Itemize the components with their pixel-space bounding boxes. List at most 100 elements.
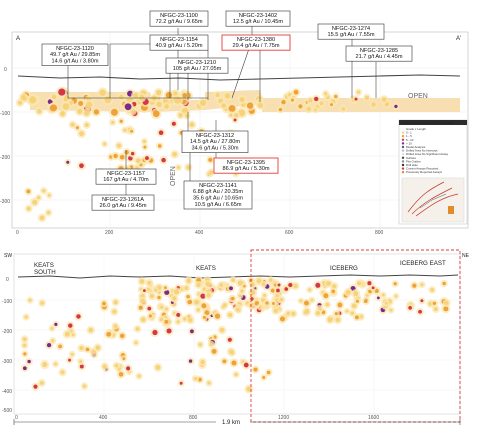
intercept-dot: [51, 339, 55, 343]
intercept-dot: [393, 282, 397, 286]
intercept-dot: [227, 337, 232, 342]
intercept-dot: [221, 103, 226, 108]
intercept-dot: [200, 293, 206, 299]
intercept-dot: [196, 308, 200, 312]
intercept-dot: [442, 281, 446, 286]
intercept-dot: [430, 287, 435, 292]
intercept-dot: [184, 286, 189, 291]
intercept-dot: [408, 306, 412, 310]
intercept-dot: [229, 286, 233, 291]
intercept-dot: [70, 352, 74, 356]
intercept-dot: [194, 299, 199, 305]
intercept-dot: [234, 113, 239, 118]
intercept-dot: [140, 317, 146, 322]
intercept-dot: [186, 294, 190, 299]
intercept-dot: [33, 384, 38, 389]
intercept-dot: [288, 282, 293, 288]
intercept-dot: [79, 163, 84, 169]
callout-line: 29.4 g/t Au / 7.75m: [233, 43, 280, 49]
lower-dist-400: 400: [99, 415, 108, 421]
intercept-dot: [85, 101, 93, 109]
intercept-dot: [273, 308, 278, 314]
intercept-dot: [142, 289, 146, 292]
intercept-dot: [157, 144, 162, 148]
callout-line: 167 g/t Au / 4.70m: [103, 177, 149, 183]
legend-item: > 10: [406, 141, 412, 145]
intercept-dot: [353, 291, 359, 297]
open-label-right: OPEN: [408, 93, 428, 100]
intercept-dot: [433, 307, 438, 312]
lower-dist-0: 0: [15, 415, 18, 421]
intercept-dot: [152, 329, 158, 336]
intercept-dot: [385, 301, 388, 305]
intercept-dot: [306, 106, 312, 112]
callout-line: 26.0 g/t Au / 9.45m: [100, 203, 147, 209]
intercept-dot: [418, 309, 422, 314]
intercept-dot: [160, 305, 164, 309]
intercept-dot: [51, 94, 57, 100]
intercept-dot: [46, 342, 52, 348]
intercept-dot: [145, 156, 149, 160]
intercept-dot: [298, 104, 303, 109]
legend-item: Model Analysis: [406, 145, 426, 149]
intercept-dot: [234, 372, 238, 377]
callout-line: 21.7 g/t Au / 4.45m: [356, 54, 403, 60]
intercept-dot: [341, 107, 346, 111]
intercept-dot: [205, 281, 211, 287]
intercept-dot: [188, 359, 193, 363]
intercept-dot: [200, 359, 205, 364]
intercept-dot: [62, 103, 70, 110]
lower-depth-100: -100: [2, 299, 12, 305]
intercept-dot: [95, 345, 101, 351]
callout-line: 15.5 g/t Au / 7.55m: [328, 32, 375, 38]
intercept-dot: [368, 289, 372, 294]
lower-depth-300: -300: [2, 359, 12, 365]
intercept-dot: [158, 130, 164, 136]
intercept-dot: [315, 311, 321, 316]
intercept-dot: [58, 344, 63, 349]
intercept-dot: [262, 375, 266, 379]
intercept-dot: [155, 364, 161, 370]
intercept-dot: [246, 102, 254, 109]
intercept-dot: [79, 131, 85, 137]
intercept-dot: [209, 342, 213, 347]
intercept-dot: [201, 303, 207, 309]
intercept-dot: [354, 315, 359, 320]
intercept-dot: [313, 108, 317, 112]
intercept-dot: [66, 160, 70, 164]
intercept-dot: [261, 282, 265, 286]
intercept-dot: [88, 327, 94, 333]
legend-item: Surface: [406, 156, 416, 160]
depth-tick-200: -200: [0, 155, 10, 161]
intercept-dot: [256, 278, 262, 284]
intercept-dot: [186, 165, 191, 170]
intercept-dot: [278, 107, 283, 112]
distance-tick-600: 600: [285, 230, 294, 236]
legend-item: Pits Outline: [406, 159, 421, 163]
intercept-dot: [102, 301, 106, 306]
intercept-dot: [39, 380, 44, 385]
intercept-dot: [84, 123, 89, 128]
intercept-dot: [224, 93, 231, 99]
intercept-dot: [351, 303, 357, 309]
legend-swatch: [401, 163, 405, 167]
intercept-dot: [76, 314, 81, 319]
intercept-dot: [20, 94, 27, 101]
intercept-dot: [443, 306, 449, 312]
callout-line: 34.6 g/t Au / 5.30m: [192, 146, 239, 152]
intercept-dot: [281, 99, 286, 105]
legend-item: 0 - 1: [406, 131, 412, 135]
intercept-dot: [308, 98, 313, 103]
intercept-dot: [308, 288, 312, 292]
intercept-dot: [183, 317, 187, 321]
intercept-dot: [389, 308, 393, 312]
intercept-dot: [222, 359, 227, 364]
intercept-dot: [432, 301, 437, 305]
intercept-dot: [17, 100, 23, 105]
intercept-dot: [103, 142, 107, 146]
lower-topographic-surface: [17, 274, 459, 279]
legend-item: 5 - 10: [406, 138, 414, 142]
